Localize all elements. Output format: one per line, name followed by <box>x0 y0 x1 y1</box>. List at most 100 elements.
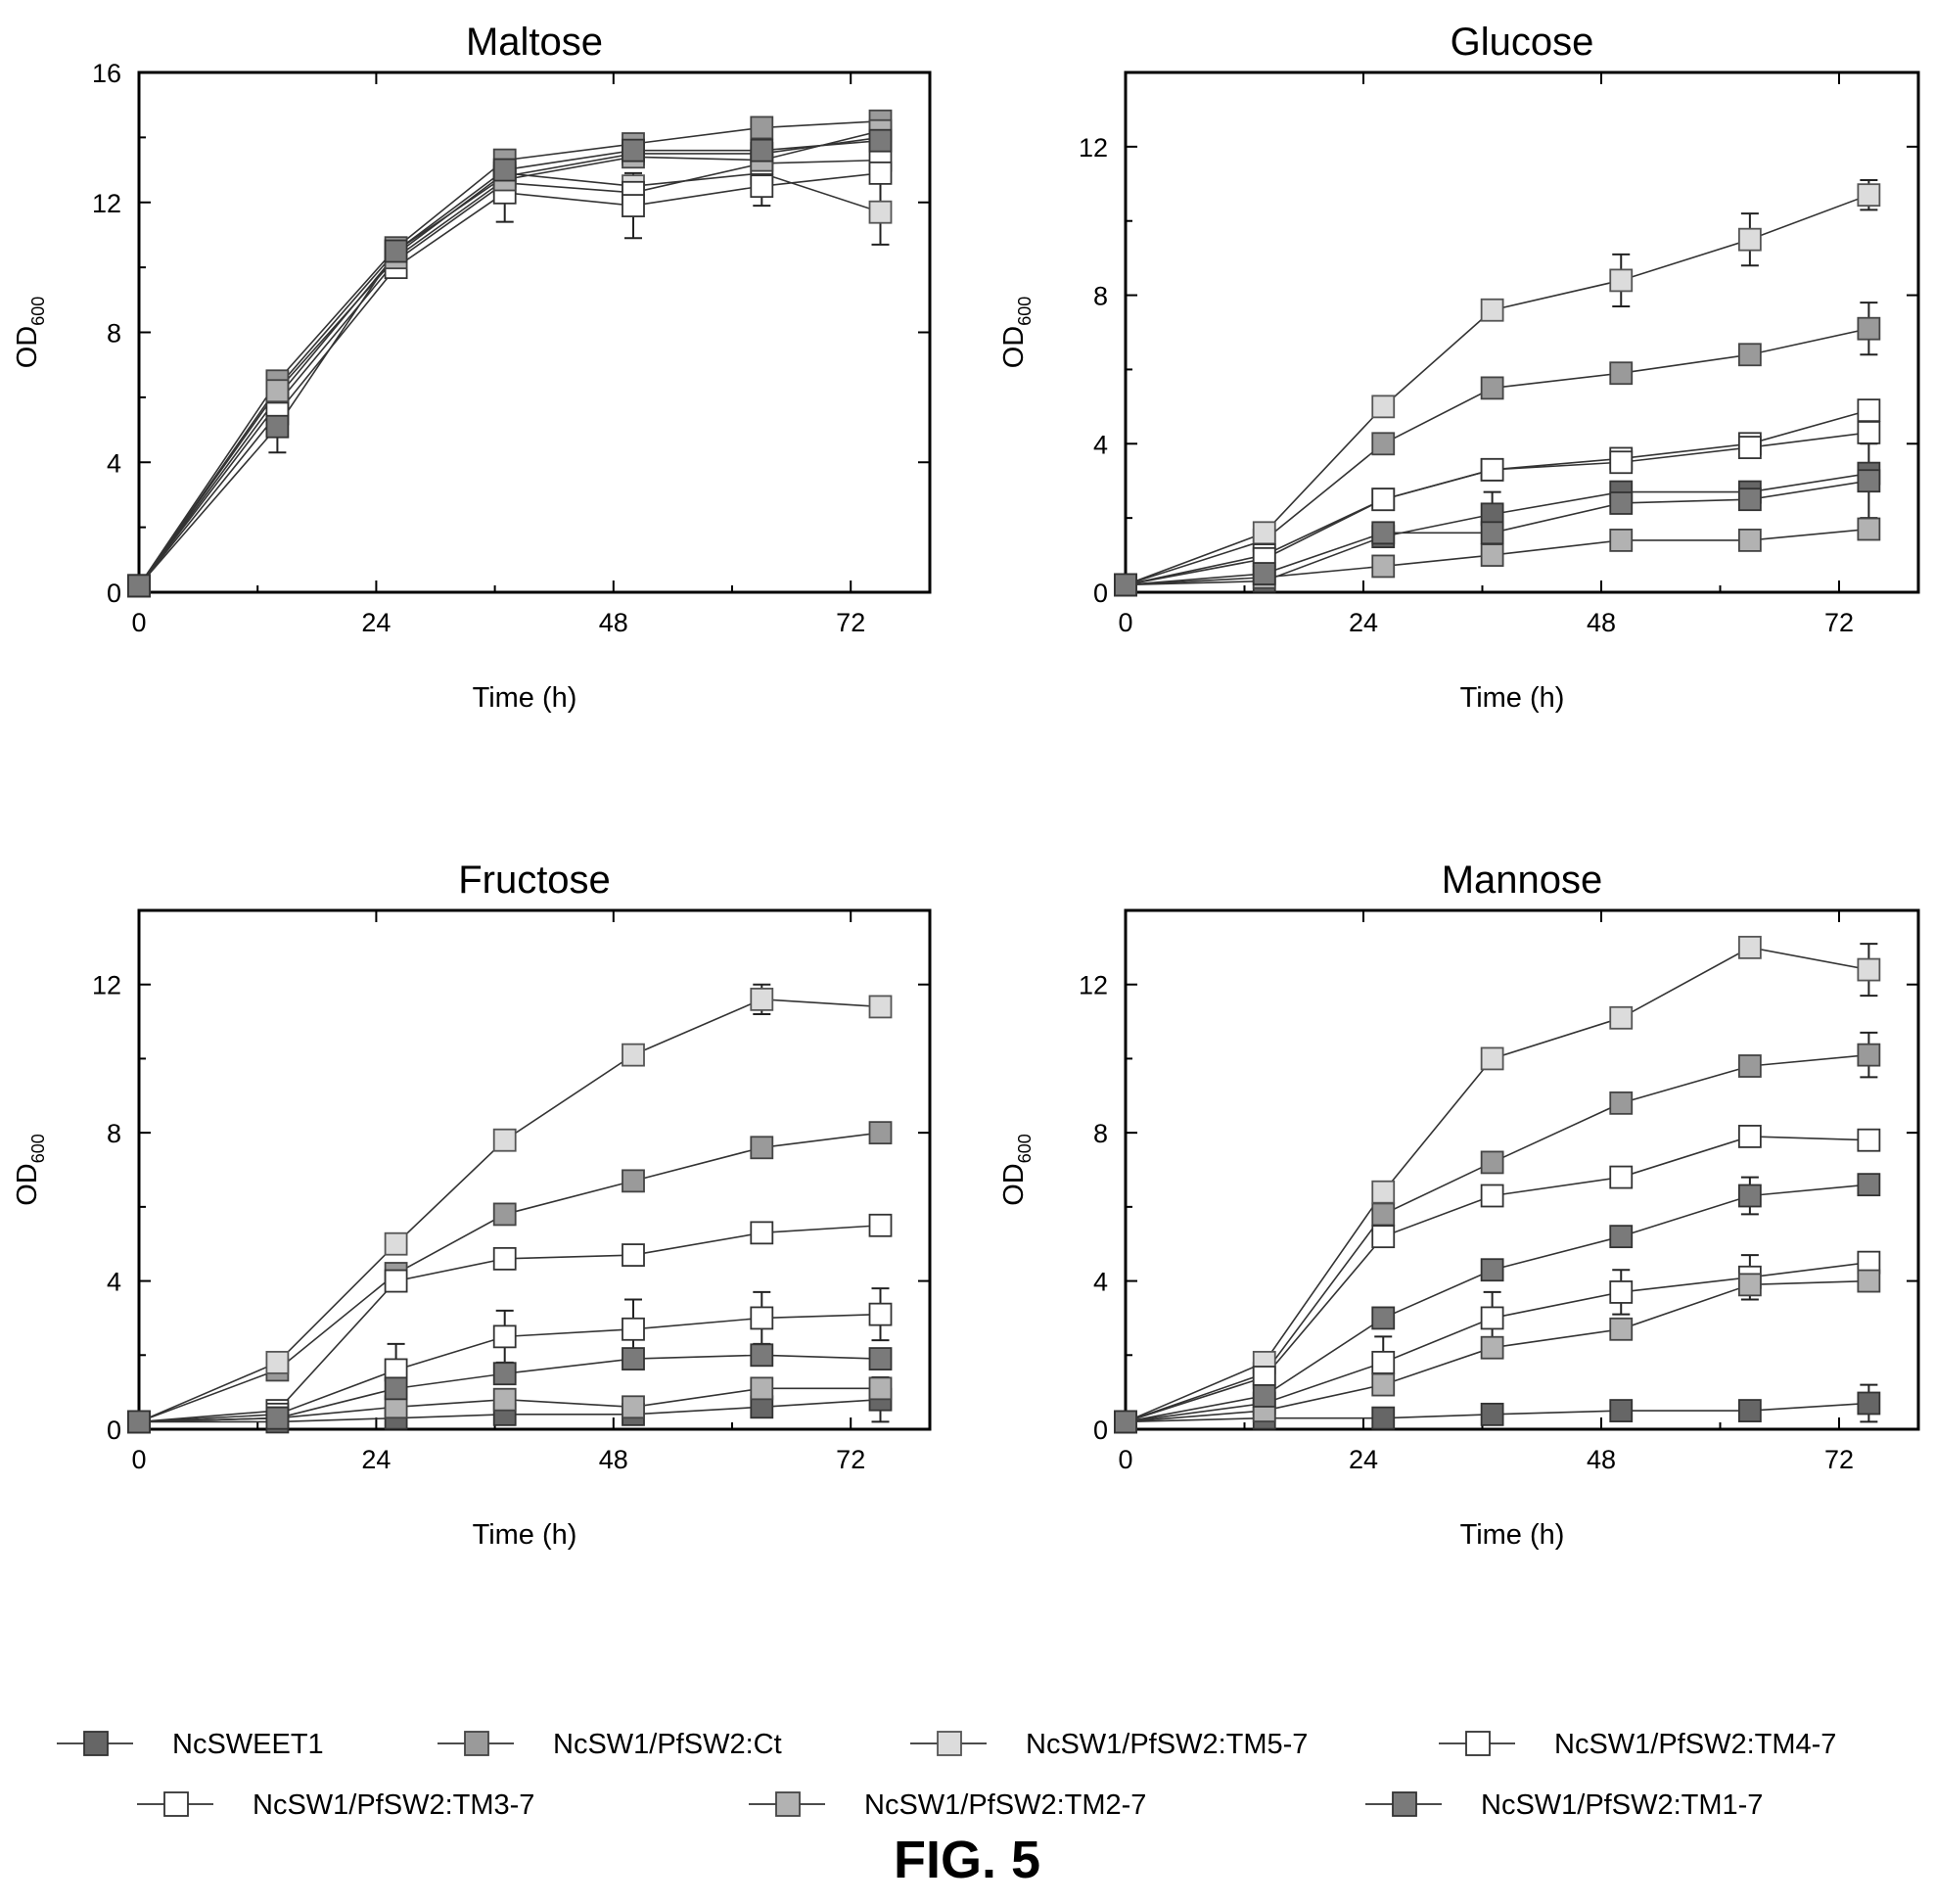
data-point-ncsw1-pfsw2-tm2-7 <box>1371 1372 1396 1397</box>
data-point-ncsw1-pfsw2-ct <box>622 1169 645 1193</box>
x-tick-label: 24 <box>1349 608 1378 637</box>
data-point-ncsw1-pfsw2-tm1-7 <box>750 138 774 163</box>
data-point-ncsw1-pfsw2-tm3-7 <box>868 161 893 185</box>
data-point-ncsw1-pfsw2-ct <box>1371 432 1396 456</box>
legend-item: NcSW1/PfSW2:TM2-7 <box>749 1789 1146 1821</box>
panel-title-fructose: Fructose <box>458 859 611 902</box>
data-point-ncsw1-pfsw2-tm5-7 <box>384 1231 408 1256</box>
data-point-ncsw1-pfsw2-tm4-7 <box>1371 1225 1396 1249</box>
y-axis-label: OD600 <box>998 297 1035 369</box>
data-point-ncsw1-pfsw2-tm1-7 <box>1114 573 1137 597</box>
data-point-ncsweet1 <box>1371 1406 1396 1430</box>
data-point-ncsw1-pfsw2-tm1-7 <box>1252 1384 1276 1408</box>
y-tick-label: 8 <box>107 319 121 348</box>
data-point-ncsw1-pfsw2-tm2-7 <box>1737 529 1762 552</box>
data-point-ncsweet1 <box>1857 1391 1881 1416</box>
y-tick-label: 4 <box>107 448 121 478</box>
data-point-ncsw1-pfsw2-tm5-7 <box>1857 957 1881 982</box>
data-point-ncsw1-pfsw2-tm1-7 <box>265 414 290 439</box>
data-point-ncsweet1 <box>1480 1402 1504 1426</box>
y-axis-label-subscript: 600 <box>1015 1134 1035 1163</box>
legend-label: NcSW1/PfSW2:TM5-7 <box>1026 1729 1308 1760</box>
series-line-ncsw1-pfsw2-ct <box>1125 1053 1869 1423</box>
y-tick-label: 0 <box>1093 1416 1108 1445</box>
data-point-ncsw1-pfsw2-tm5-7 <box>1737 935 1762 959</box>
data-point-ncsw1-pfsw2-tm1-7 <box>622 138 645 163</box>
x-tick-label: 24 <box>361 1445 391 1474</box>
y-tick-label: 8 <box>107 1119 121 1148</box>
plot-frame <box>1124 70 1920 594</box>
x-tick-label: 72 <box>836 608 865 637</box>
y-axis-label-main: OD <box>998 1163 1030 1206</box>
data-point-ncsw1-pfsw2-tm1-7 <box>1609 1225 1634 1249</box>
y-tick-label: 12 <box>92 971 121 1000</box>
legend-item: NcSW1/PfSW2:TM4-7 <box>1439 1729 1836 1760</box>
legend-label: NcSW1/PfSW2:TM1-7 <box>1481 1789 1763 1821</box>
data-point-ncsw1-pfsw2-tm2-7 <box>1609 529 1634 552</box>
data-point-ncsw1-pfsw2-tm1-7 <box>127 574 151 598</box>
data-point-ncsw1-pfsw2-tm5-7 <box>1609 1005 1634 1030</box>
plot-frame <box>1124 908 1920 1431</box>
data-point-ncsw1-pfsw2-tm3-7 <box>750 174 774 199</box>
data-point-ncsw1-pfsw2-tm5-7 <box>1480 1046 1504 1071</box>
series-line-ncsw1-pfsw2-tm1-7 <box>138 139 881 586</box>
data-point-ncsw1-pfsw2-tm4-7 <box>868 1213 893 1237</box>
panel-title-mannose: Mannose <box>1442 859 1603 902</box>
legend-label: NcSW1/PfSW2:TM3-7 <box>253 1789 534 1821</box>
y-tick-label: 4 <box>1093 430 1108 459</box>
x-tick-label: 24 <box>1349 1445 1378 1474</box>
legend-label: NcSW1/PfSW2:TM2-7 <box>864 1789 1146 1821</box>
data-point-ncsw1-pfsw2-tm4-7 <box>750 1221 774 1245</box>
y-tick-label: 12 <box>1079 133 1108 163</box>
data-point-ncsw1-pfsw2-ct <box>750 116 774 140</box>
y-tick-label: 8 <box>1093 1119 1108 1148</box>
data-point-ncsw1-pfsw2-tm1-7 <box>384 239 408 263</box>
data-point-ncsw1-pfsw2-tm1-7 <box>1609 491 1634 515</box>
data-point-ncsw1-pfsw2-tm2-7 <box>1480 1335 1504 1360</box>
data-point-ncsw1-pfsw2-ct <box>1371 1202 1396 1227</box>
x-tick-label: 72 <box>1824 608 1854 637</box>
data-point-ncsw1-pfsw2-tm3-7 <box>868 1302 893 1326</box>
data-point-ncsw1-pfsw2-tm5-7 <box>1480 298 1504 322</box>
y-tick-label: 8 <box>1093 282 1108 311</box>
data-point-ncsw1-pfsw2-tm5-7 <box>868 995 893 1019</box>
data-point-ncsw1-pfsw2-tm4-7 <box>1737 1125 1762 1148</box>
x-axis-label: Time (h) <box>473 1519 577 1551</box>
data-point-ncsw1-pfsw2-tm5-7 <box>1371 395 1396 419</box>
series-line-ncsw1-pfsw2-tm4-7 <box>138 159 881 586</box>
y-tick-label: 12 <box>1079 971 1108 1000</box>
data-point-ncsw1-pfsw2-tm2-7 <box>1480 543 1504 567</box>
y-tick-label: 0 <box>1093 579 1108 608</box>
data-point-ncsw1-pfsw2-tm2-7 <box>265 379 290 403</box>
y-axis-label-subscript: 600 <box>28 297 48 326</box>
y-axis-label-main: OD <box>12 1163 43 1206</box>
legend-item: NcSW1/PfSW2:TM5-7 <box>910 1729 1308 1760</box>
data-point-ncsw1-pfsw2-tm4-7 <box>384 1269 408 1293</box>
y-axis-label-main: OD <box>998 326 1030 369</box>
data-point-ncsw1-pfsw2-tm5-7 <box>1857 183 1881 208</box>
data-point-ncsw1-pfsw2-tm3-7 <box>1480 457 1504 482</box>
data-point-ncsw1-pfsw2-tm4-7 <box>1480 1184 1504 1208</box>
data-point-ncsw1-pfsw2-tm1-7 <box>868 128 893 153</box>
x-tick-label: 0 <box>131 608 146 637</box>
data-point-ncsw1-pfsw2-tm2-7 <box>622 1395 645 1419</box>
legend-label: NcSW1/PfSW2:Ct <box>553 1729 782 1760</box>
data-point-ncsw1-pfsw2-tm1-7 <box>1480 521 1504 545</box>
series-line-ncsw1-pfsw2-tm5-7 <box>138 172 881 586</box>
x-tick-label: 24 <box>361 608 391 637</box>
data-point-ncsw1-pfsw2-tm2-7 <box>1609 1317 1634 1341</box>
data-point-ncsw1-pfsw2-tm3-7 <box>1609 1280 1634 1304</box>
panel-title-glucose: Glucose <box>1451 21 1594 64</box>
y-tick-label: 0 <box>107 579 121 608</box>
data-point-ncsw1-pfsw2-tm2-7 <box>492 1387 517 1412</box>
data-point-ncsw1-pfsw2-tm5-7 <box>265 1350 290 1374</box>
legend-marker <box>937 1731 962 1756</box>
data-point-ncsw1-pfsw2-tm1-7 <box>492 158 517 182</box>
series-line-ncsw1-pfsw2-tm3-7 <box>138 172 881 586</box>
data-point-ncsw1-pfsw2-tm2-7 <box>1857 517 1881 541</box>
x-axis-label: Time (h) <box>1460 1519 1565 1551</box>
